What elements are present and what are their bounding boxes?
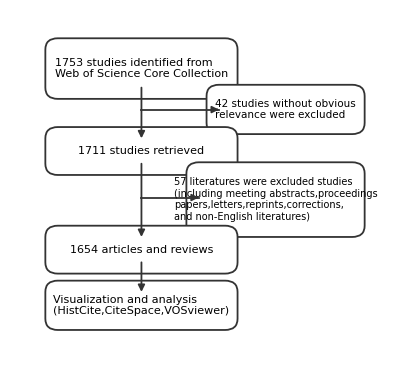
Text: 57 literatures were excluded studies
(including meeting abstracts,proceedings
pa: 57 literatures were excluded studies (in… bbox=[174, 177, 377, 222]
Text: Visualization and analysis
(HistCite,CiteSpace,VOSviewer): Visualization and analysis (HistCite,Cit… bbox=[53, 295, 230, 316]
FancyBboxPatch shape bbox=[45, 38, 238, 99]
FancyBboxPatch shape bbox=[186, 162, 365, 237]
FancyBboxPatch shape bbox=[45, 127, 238, 175]
Text: 1711 studies retrieved: 1711 studies retrieved bbox=[78, 146, 204, 156]
FancyBboxPatch shape bbox=[206, 85, 365, 134]
FancyBboxPatch shape bbox=[45, 281, 238, 330]
FancyBboxPatch shape bbox=[45, 226, 238, 274]
Text: 1753 studies identified from
Web of Science Core Collection: 1753 studies identified from Web of Scie… bbox=[55, 58, 228, 79]
Text: 1654 articles and reviews: 1654 articles and reviews bbox=[70, 244, 213, 255]
Text: 42 studies without obvious
relevance were excluded: 42 studies without obvious relevance wer… bbox=[215, 99, 356, 120]
